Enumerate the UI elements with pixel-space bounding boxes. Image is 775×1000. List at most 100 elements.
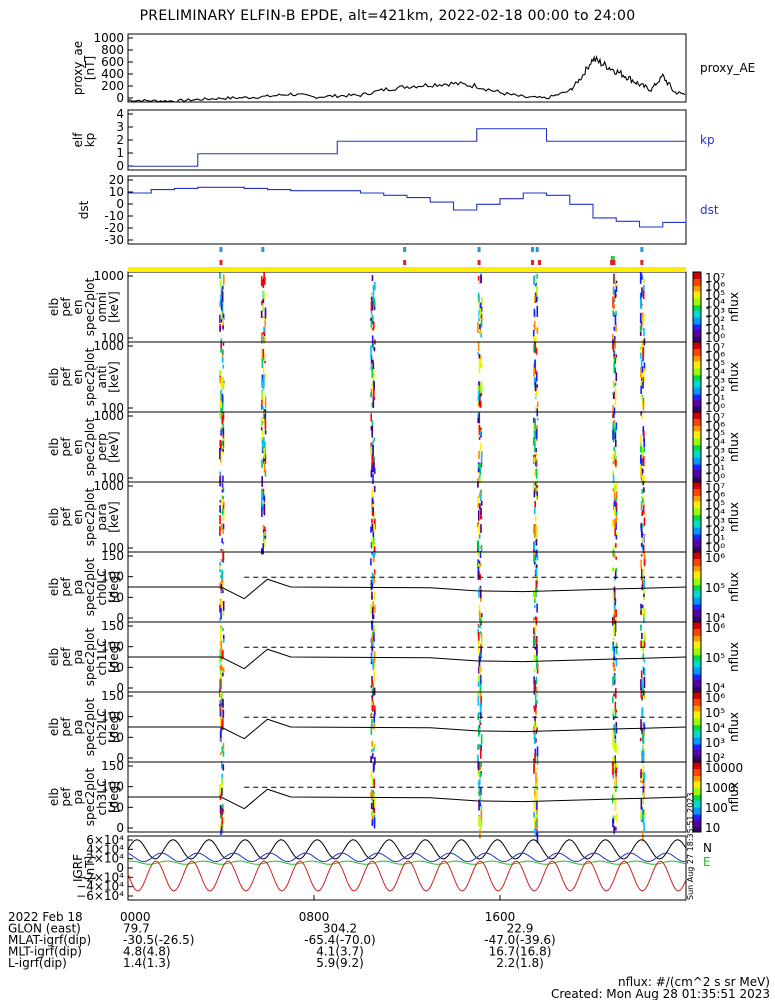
spectrogram-cell: [613, 545, 615, 551]
spectrogram-cell: [219, 703, 221, 707]
spectrogram-cell: [220, 708, 223, 718]
colorbar-tick-label: 10³: [705, 515, 725, 529]
spectrogram-cell: [221, 402, 224, 414]
spectrogram-cell: [643, 362, 646, 372]
spectrogram-cell: [613, 623, 616, 635]
colorbar-tick-label: 10¹: [705, 392, 725, 406]
colorbar-tick-label: 10⁵: [705, 288, 725, 302]
spectrogram-cell: [477, 425, 480, 428]
spectrogram-cell: [641, 276, 644, 279]
spectrogram-cell: [373, 389, 375, 401]
y-axis-label: perp: [95, 433, 109, 461]
y-tick-label: 1000: [93, 479, 124, 493]
colorbar-cell: [693, 352, 701, 355]
spectrogram-cell: [614, 458, 616, 465]
spectrogram-cell: [612, 470, 614, 476]
colorbar-cell: [693, 475, 701, 478]
y-tick-label: 100: [101, 570, 124, 584]
spectrogram-cell: [219, 707, 222, 717]
colorbar-cell: [693, 279, 701, 282]
colorbar-cell: [693, 482, 701, 485]
spectrogram-cell: [372, 534, 375, 545]
colorbar-cell: [693, 588, 701, 591]
spectrogram-cell: [220, 640, 223, 650]
spectrogram-cell: [478, 588, 480, 598]
spectrogram-cell: [373, 456, 375, 463]
spectrogram-cell: [373, 437, 376, 442]
colorbar-cell: [693, 781, 701, 784]
colorbar-cell: [693, 664, 701, 667]
red-marker: [538, 260, 542, 265]
colorbar-cell: [693, 378, 701, 381]
spectrogram-cell: [371, 441, 374, 448]
colorbar-cell: [693, 534, 701, 537]
panel-4: elbpefenspec2plotanti[keV]100010010⁷10⁶1…: [47, 339, 741, 420]
spectrogram-cell: [373, 523, 376, 532]
colorbar-cell: [693, 452, 701, 455]
spectrogram-cell: [264, 531, 266, 536]
colorbar-cell: [693, 377, 701, 380]
colorbar-cell: [693, 681, 701, 684]
spectrogram-cell: [220, 787, 223, 796]
spectrogram-cell: [219, 665, 222, 669]
colorbar-tick-label: 10⁴: [705, 297, 725, 311]
colorbar-cell: [693, 632, 701, 635]
spectrogram-cell: [220, 426, 223, 430]
colorbar-cell: [693, 753, 701, 756]
colorbar-cell: [693, 566, 701, 569]
spectrogram-cell: [536, 488, 538, 495]
colorbar-cell: [693, 714, 701, 717]
colorbar-cell: [693, 286, 701, 289]
colorbar-cell: [693, 641, 701, 644]
colorbar-cell: [693, 706, 701, 709]
colorbar-cell: [693, 741, 701, 744]
colorbar-cell: [693, 576, 701, 579]
spectrogram-cell: [262, 367, 265, 374]
colorbar-cell: [693, 538, 701, 541]
spectrogram-cell: [612, 715, 615, 720]
spectrogram-cell: [480, 552, 483, 556]
created-note: Created: Mon Aug 28 01:35:51 2023: [551, 987, 770, 1000]
spectrogram-cell: [613, 744, 616, 752]
spectrogram-cell: [221, 817, 224, 824]
spectrogram-cell: [612, 524, 614, 527]
spectrogram-cell: [533, 369, 535, 377]
colorbar-cell: [693, 765, 701, 768]
spectrogram-cell: [613, 299, 616, 303]
spectrogram-cell: [613, 484, 616, 495]
spectrogram-cell: [640, 687, 643, 699]
colorbar-cell: [693, 412, 701, 415]
spectrogram-cell: [370, 713, 372, 718]
spectrogram-cell: [264, 328, 267, 334]
spectrogram-cell: [535, 738, 537, 743]
spectrogram-cell: [614, 799, 617, 811]
colorbar-tick-label: 10⁶: [705, 490, 725, 504]
spectrogram-cell: [479, 631, 482, 634]
spectrogram-cell: [533, 555, 536, 565]
spectrogram-cell: [615, 644, 618, 655]
spectrogram-cell: [480, 613, 483, 623]
spectrogram-cell: [535, 292, 538, 303]
spectrogram-cell: [642, 480, 645, 486]
spectrogram-cell: [480, 643, 482, 649]
green-marker: [610, 256, 615, 260]
colorbar-cell: [693, 735, 701, 738]
spectrogram-cell: [536, 564, 538, 568]
spectrogram-cell: [615, 372, 618, 382]
spectrogram-cell: [535, 343, 537, 350]
colorbar-cell: [693, 499, 701, 502]
colorbar-cell: [693, 406, 701, 409]
spectrogram-cell: [613, 707, 616, 710]
spectrogram-cell: [371, 703, 374, 711]
colorbar-cell: [693, 737, 701, 740]
spectrogram-cell: [222, 634, 225, 642]
y-axis-label: pef: [59, 717, 73, 737]
spectrogram-cell: [612, 453, 615, 463]
spectrogram-cell: [643, 327, 645, 337]
spectrogram-cell: [641, 414, 643, 419]
colorbar-cell: [693, 585, 701, 588]
colorbar-cell: [693, 774, 701, 777]
spectrogram-cell: [480, 489, 483, 497]
spectrogram-cell: [533, 763, 535, 774]
